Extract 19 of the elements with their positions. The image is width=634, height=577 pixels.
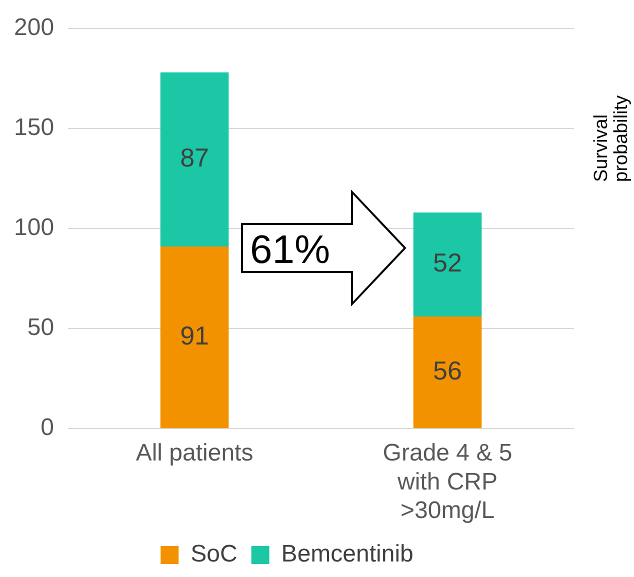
y-tick-label: 150 (14, 114, 54, 142)
bar (160, 72, 229, 247)
bar (413, 316, 482, 428)
data-label: 87 (180, 142, 209, 173)
y-tick-label: 50 (27, 314, 54, 342)
x-tick-label: All patients (136, 440, 254, 467)
x-tick-label: Grade 4 & 5 with CRP >30mg/L (382, 440, 512, 524)
y-tick-label: 200 (14, 14, 54, 42)
legend-label: Bemcentinib (281, 540, 414, 568)
y-tick-label: 0 (40, 414, 54, 442)
y-tick-label: 100 (14, 214, 54, 242)
bar (160, 246, 229, 428)
data-label: 52 (433, 248, 462, 278)
annotation: 61% (250, 228, 330, 273)
data-label: 91 (180, 320, 209, 350)
bar (413, 212, 482, 317)
text: Survival probability (591, 94, 632, 182)
data-label: 56 (433, 355, 462, 386)
legend-label: SoC (190, 540, 238, 568)
